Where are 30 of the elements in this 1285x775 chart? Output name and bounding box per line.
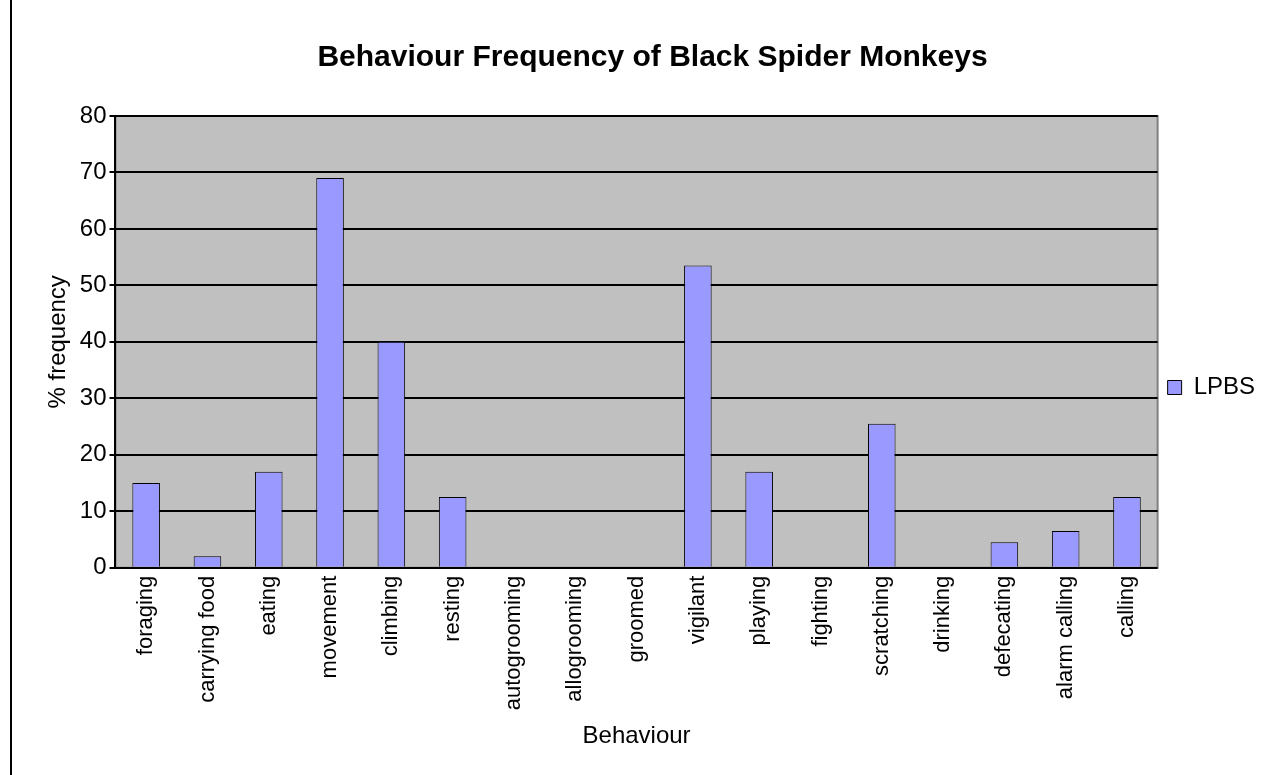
legend-label: LPBS (1193, 372, 1255, 400)
y-tick-label: 0 (93, 552, 107, 580)
y-tick-label: 20 (79, 439, 107, 467)
y-tick-label: 70 (79, 157, 107, 185)
x-tick-label: carrying food (193, 575, 219, 703)
chart-title: Behaviour Frequency of Black Spider Monkeys (317, 39, 988, 73)
x-tick-label: alarm calling (1051, 575, 1077, 700)
x-tick-label: vigilant (683, 575, 709, 645)
y-tick-label: 10 (79, 495, 107, 523)
x-tick-label: scratching (867, 575, 893, 676)
x-axis-title: Behaviour (582, 721, 691, 749)
y-tick-label: 50 (79, 270, 107, 297)
y-tick-label: 80 (79, 100, 107, 128)
x-tick-label: drinking (929, 575, 955, 653)
y-tick-label: 60 (79, 213, 107, 241)
x-tick-label: defecating (990, 575, 1016, 678)
x-tick-label: calling (1113, 575, 1139, 639)
x-tick-label: climbing (377, 575, 403, 657)
x-tick-label: foraging (132, 575, 158, 656)
y-axis-title: % frequency (43, 275, 71, 409)
x-tick-label: playing (745, 575, 771, 646)
x-tick-label: resting (438, 575, 464, 642)
x-tick-label: fighting (806, 575, 832, 647)
x-tick-label: eating (254, 575, 280, 636)
x-tick-label: autogrooming (500, 575, 526, 711)
y-tick-label: 30 (79, 382, 107, 410)
x-tick-label: groomed (622, 575, 648, 663)
y-tick-label: 40 (79, 326, 107, 354)
x-tick-label: movement (316, 575, 342, 679)
x-tick-label: allogrooming (561, 575, 587, 702)
